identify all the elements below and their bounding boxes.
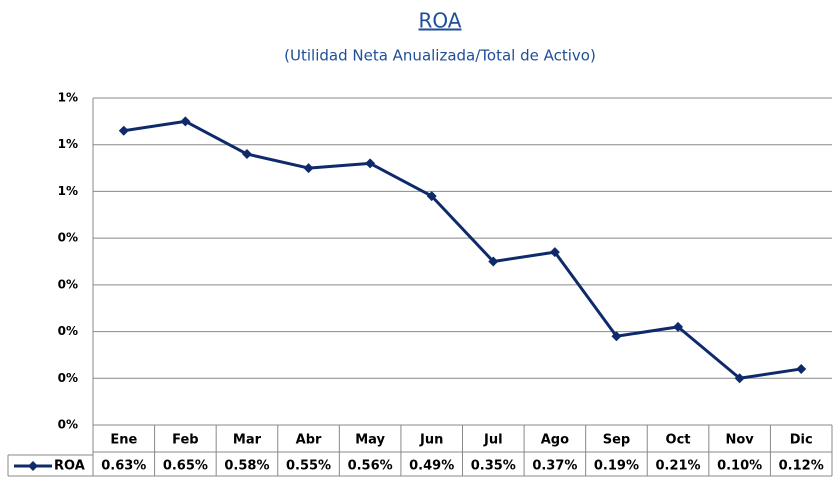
x-tick-label: Jun xyxy=(419,433,443,448)
x-tick-label: May xyxy=(355,433,385,448)
data-label: 0.55% xyxy=(286,459,331,474)
chart-title: ROA xyxy=(419,9,462,33)
marker xyxy=(734,373,745,384)
marker xyxy=(118,125,129,136)
x-tick-label: Ago xyxy=(541,433,569,448)
x-tick-label: Feb xyxy=(172,433,198,448)
y-tick-label: 0% xyxy=(58,277,78,291)
chart-subtitle: (Utilidad Neta Anualizada/Total de Activ… xyxy=(284,47,596,65)
data-label: 0.21% xyxy=(655,459,700,474)
x-tick-label: Nov xyxy=(725,433,754,448)
marker xyxy=(673,321,684,332)
y-tick-label: 0% xyxy=(58,231,78,245)
y-tick-label: 1% xyxy=(58,184,78,198)
x-tick-label: Ene xyxy=(110,433,137,448)
x-tick-label: Abr xyxy=(296,433,322,448)
y-tick-label: 0% xyxy=(58,418,78,432)
marker xyxy=(365,158,376,169)
marker xyxy=(426,191,437,202)
line xyxy=(123,119,802,380)
x-tick-label: Mar xyxy=(233,433,262,448)
legend-label: ROA xyxy=(54,459,85,474)
data-label: 0.49% xyxy=(409,459,454,474)
marker xyxy=(241,149,252,160)
marker xyxy=(180,116,191,127)
x-tick-label: Jul xyxy=(483,433,503,448)
legend-marker xyxy=(28,461,38,471)
data-label: 0.10% xyxy=(717,459,762,474)
y-tick-label: 1% xyxy=(58,137,78,151)
marker xyxy=(796,363,807,374)
x-tick-label: Sep xyxy=(603,433,631,448)
x-tick-label: Dic xyxy=(790,433,813,448)
marker xyxy=(549,247,560,258)
y-tick-label: 1% xyxy=(58,91,78,105)
data-label: 0.12% xyxy=(779,459,824,474)
x-tick-label: Oct xyxy=(666,433,691,448)
marker xyxy=(611,331,622,342)
marker xyxy=(488,256,499,267)
data-label: 0.58% xyxy=(224,459,269,474)
data-label: 0.65% xyxy=(163,459,208,474)
data-label: 0.19% xyxy=(594,459,639,474)
marker xyxy=(303,163,314,174)
data-label: 0.56% xyxy=(348,459,393,474)
data-label: 0.63% xyxy=(101,459,146,474)
data-label: 0.37% xyxy=(532,459,577,474)
y-tick-label: 0% xyxy=(58,324,78,338)
y-tick-label: 0% xyxy=(58,371,78,385)
data-label: 0.35% xyxy=(471,459,516,474)
